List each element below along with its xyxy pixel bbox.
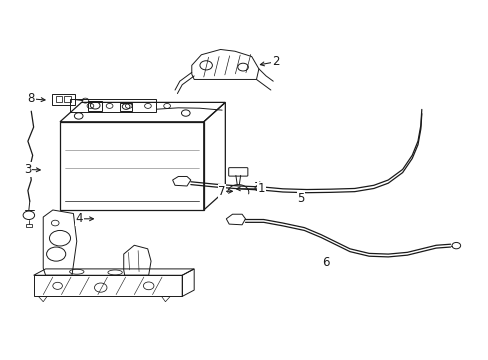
Bar [56, 96, 62, 102]
Bar [26, 224, 32, 226]
Text: 2: 2 [271, 55, 279, 68]
Bar [64, 96, 71, 102]
Text: 6: 6 [322, 256, 329, 269]
Text: 3: 3 [24, 163, 32, 176]
Bar [120, 103, 132, 111]
Bar [69, 99, 156, 112]
Text: 7: 7 [218, 185, 225, 198]
Text: 1: 1 [257, 182, 264, 195]
Text: 5: 5 [297, 192, 304, 205]
Text: 4: 4 [75, 212, 83, 225]
Bar [52, 94, 75, 105]
Text: 8: 8 [27, 93, 35, 105]
Bar [88, 101, 102, 111]
